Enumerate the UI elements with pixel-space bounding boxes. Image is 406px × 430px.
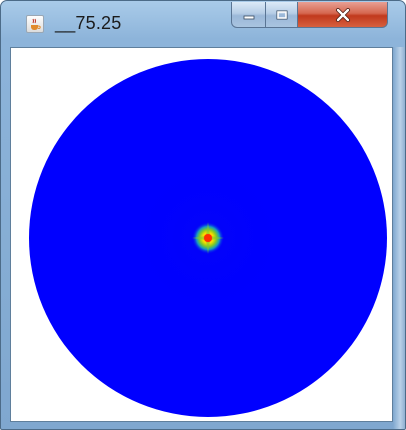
caption-buttons (231, 2, 401, 28)
title-bar[interactable]: __75.25 (1, 1, 405, 47)
window-title: __75.25 (55, 13, 122, 33)
minimize-icon (243, 15, 254, 19)
minimize-button[interactable] (231, 2, 266, 28)
maximize-icon (276, 10, 287, 19)
window-right-border (393, 47, 405, 429)
plot-canvas (11, 48, 392, 421)
center-hotspot (192, 222, 224, 254)
client-area (10, 47, 393, 422)
close-icon (335, 7, 350, 22)
java-cup-icon[interactable] (26, 15, 44, 33)
maximize-button[interactable] (266, 2, 298, 28)
close-button[interactable] (298, 2, 388, 28)
